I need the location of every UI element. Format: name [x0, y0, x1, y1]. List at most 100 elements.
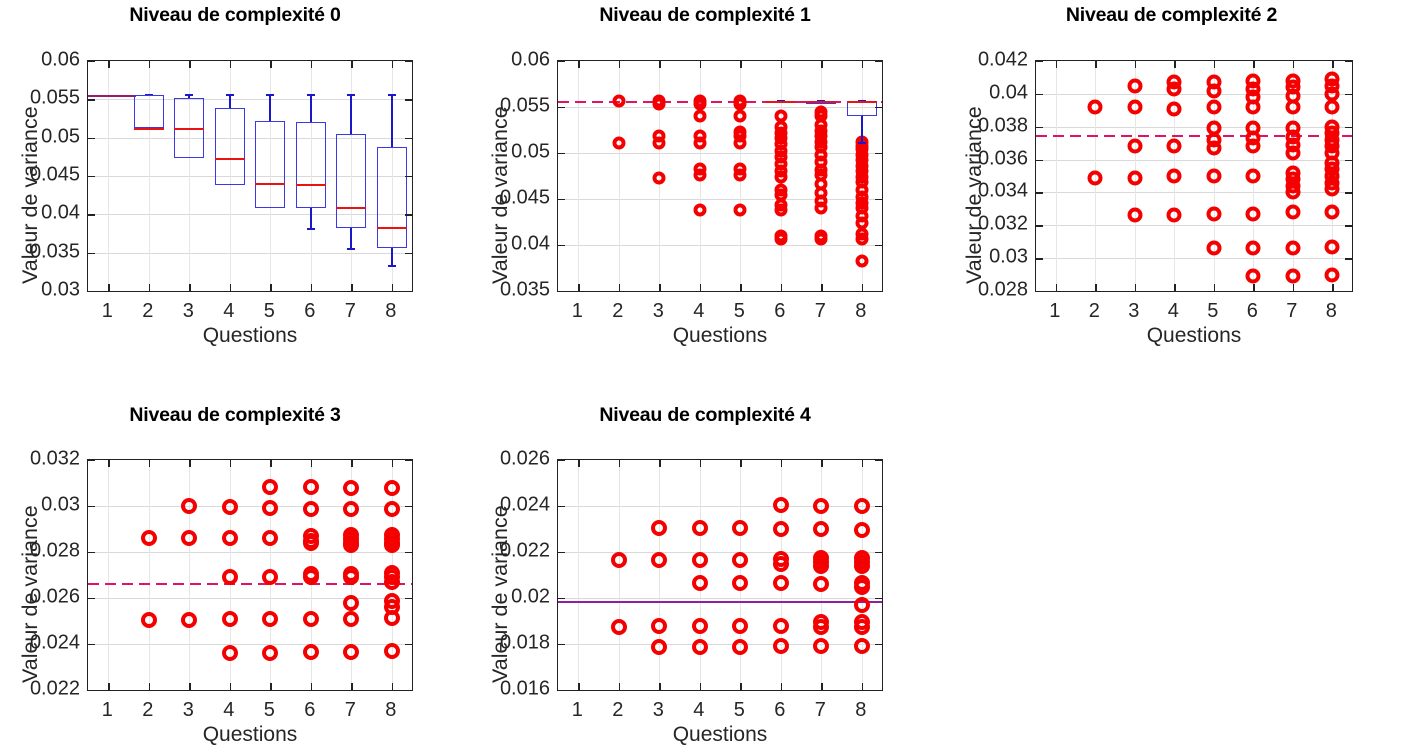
x-tick-label: 4	[693, 699, 705, 721]
outlier-marker	[1127, 170, 1143, 186]
outlier-marker	[693, 97, 707, 111]
subplot-panel-1: Niveau de complexité 1 0.035 0.04 0.045 0.0…	[470, 0, 940, 374]
y-tick-label: 0.06	[511, 48, 550, 71]
outlier-marker	[383, 573, 400, 590]
x-tick-top	[1213, 61, 1216, 68]
median-line	[846, 100, 877, 103]
x-tick	[699, 284, 702, 291]
y-tick-label: 0.04	[41, 201, 80, 224]
y-axis-title-1: Valeur de variance	[488, 106, 512, 284]
y-gridline	[88, 214, 412, 216]
x-axis-title-4: Questions	[672, 723, 768, 746]
outlier-marker	[1127, 99, 1143, 115]
x-tick	[780, 683, 783, 690]
x-tick-top	[578, 61, 580, 68]
y-tick-label: 0.016	[499, 677, 550, 700]
x-tick-top	[148, 61, 151, 68]
y-tick-label: 0.032	[977, 212, 1028, 235]
outlier-marker	[302, 479, 319, 496]
outlier-marker	[343, 501, 360, 518]
outlier-marker	[181, 498, 198, 515]
outlier-marker	[343, 610, 360, 627]
x-tick	[780, 284, 783, 291]
y-tick	[88, 598, 95, 600]
x-gridline	[310, 61, 312, 291]
y-tick-right	[1345, 126, 1352, 129]
y-gridline	[558, 107, 882, 108]
y-gridline	[558, 199, 882, 200]
y-tick	[88, 291, 95, 293]
x-tick-label: 5	[263, 699, 275, 721]
y-tick-right	[875, 460, 882, 462]
boxplot-box	[214, 107, 245, 186]
outlier-marker	[772, 496, 789, 513]
y-tick-right	[1345, 192, 1352, 194]
axes-0	[87, 60, 413, 293]
x-gridline	[861, 460, 863, 690]
outlier-marker	[1245, 240, 1261, 256]
outlier-marker	[1285, 240, 1301, 256]
y-tick-label: 0.04	[989, 81, 1028, 104]
x-tick-label: 2	[612, 699, 624, 721]
x-tick-label: 3	[182, 699, 194, 721]
outlier-marker	[1285, 145, 1301, 161]
axes-4	[557, 459, 883, 692]
y-tick-right	[1345, 225, 1352, 227]
x-tick-top	[699, 61, 702, 68]
y-gridline	[558, 153, 882, 154]
x-gridline	[618, 61, 620, 291]
x-tick-label: 1	[1049, 300, 1061, 322]
outlier-marker	[691, 552, 708, 569]
whisker-cap-upper	[776, 99, 785, 102]
x-tick-label: 6	[1246, 300, 1258, 322]
outlier-marker	[1324, 267, 1340, 283]
y-tick-label: 0.055	[29, 86, 80, 109]
outlier-marker	[1087, 99, 1103, 115]
x-tick-top	[148, 460, 151, 467]
y-tick-right	[405, 460, 412, 462]
y-tick-label: 0.055	[499, 94, 550, 117]
outlier-marker	[1206, 240, 1222, 256]
y-axis-title-0: Valeur de variance	[18, 106, 42, 284]
x-tick-label: 7	[1286, 300, 1298, 322]
outlier-marker	[1324, 204, 1340, 220]
y-tick-right	[875, 598, 882, 600]
x-tick	[699, 683, 702, 690]
whisker-upper	[269, 93, 272, 121]
x-tick-top	[1055, 61, 1058, 68]
x-gridline	[189, 61, 191, 291]
boxplot-box	[133, 94, 164, 129]
outlier-marker	[853, 597, 870, 614]
x-tick	[1134, 284, 1137, 291]
y-tick-right	[405, 552, 412, 554]
x-tick-label: 2	[1088, 300, 1100, 322]
y-gridline	[558, 644, 882, 645]
y-tick	[1036, 192, 1043, 194]
y-tick-label: 0.02	[511, 585, 550, 608]
y-tick-label: 0.026	[29, 585, 80, 608]
y-tick-label: 0.035	[29, 240, 80, 263]
outlier-marker	[383, 537, 400, 554]
x-axis-title-3: Questions	[202, 723, 298, 746]
x-tick	[861, 284, 864, 291]
outlier-marker	[262, 530, 279, 547]
outlier-marker	[221, 499, 238, 516]
x-tick	[108, 284, 110, 291]
y-tick-label: 0.026	[499, 447, 550, 470]
y-gridline	[558, 552, 882, 553]
outlier-marker	[772, 575, 789, 592]
x-tick	[391, 284, 394, 291]
outlier-marker	[1166, 101, 1182, 117]
y-axis-title-3: Valeur de variance	[18, 505, 42, 683]
x-tick	[618, 284, 621, 291]
y-tick-label: 0.04	[511, 232, 550, 255]
x-tick	[1253, 284, 1255, 291]
x-tick-top	[578, 460, 580, 467]
y-tick-right	[1345, 93, 1352, 96]
whisker-lower	[350, 228, 353, 249]
outlier-marker	[652, 97, 666, 111]
whisker-upper	[188, 93, 191, 98]
y-tick-right	[1345, 159, 1352, 161]
y-axis-title-2: Valeur de variance	[962, 106, 986, 284]
